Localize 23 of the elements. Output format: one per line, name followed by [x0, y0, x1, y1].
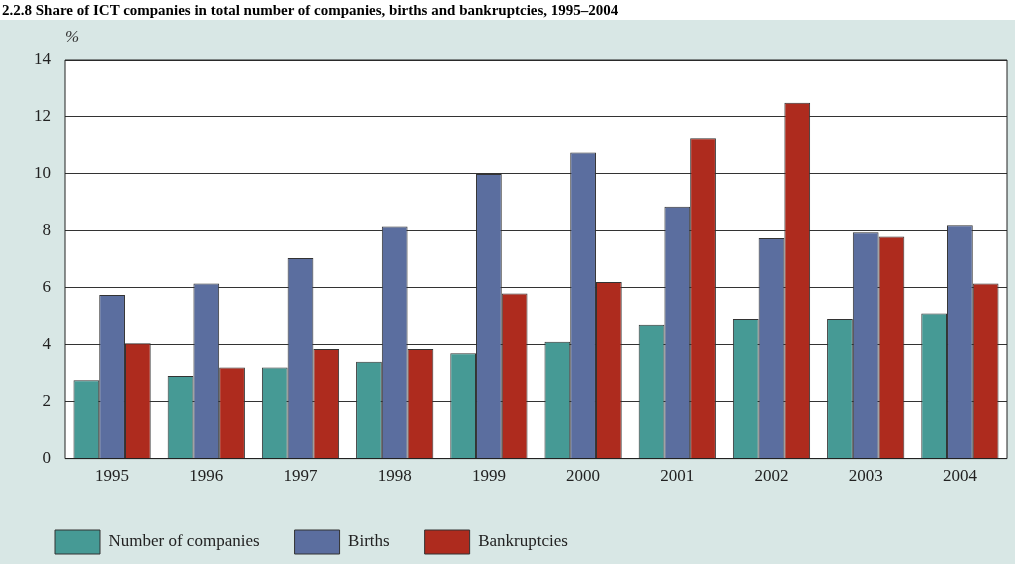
- chart-title: 2.2.8 Share of ICT companies in total number of companies, births and bankruptcies, 1995–2004: [1, 1, 620, 20]
- y-axis-title: %: [65, 26, 80, 46]
- x-tick-label: 2002: [754, 466, 789, 486]
- y-tick-label: 6: [42, 277, 51, 297]
- legend-label: Number of companies: [108, 531, 260, 551]
- y-tick-label: 12: [34, 106, 51, 126]
- x-tick-label: 2004: [942, 466, 978, 486]
- x-tick-label: 1998: [377, 466, 412, 486]
- x-tick-label: 2003: [848, 466, 883, 486]
- x-tick-label: 1995: [95, 466, 130, 486]
- y-tick-label: 4: [42, 334, 52, 354]
- legend-label: Births: [348, 531, 390, 551]
- x-tick-label: 1996: [189, 466, 224, 486]
- y-tick-label: 0: [42, 448, 51, 468]
- y-tick-label: 8: [42, 220, 51, 240]
- y-tick-label: 14: [34, 49, 52, 69]
- y-tick-label: 10: [34, 163, 51, 183]
- x-tick-label: 2001: [660, 466, 695, 486]
- x-tick-label: 2000: [566, 466, 601, 486]
- x-tick-label: 1997: [283, 466, 318, 486]
- legend-label: Bankruptcies: [478, 531, 568, 551]
- y-tick-label: 2: [42, 391, 51, 411]
- x-tick-label: 1999: [471, 466, 506, 486]
